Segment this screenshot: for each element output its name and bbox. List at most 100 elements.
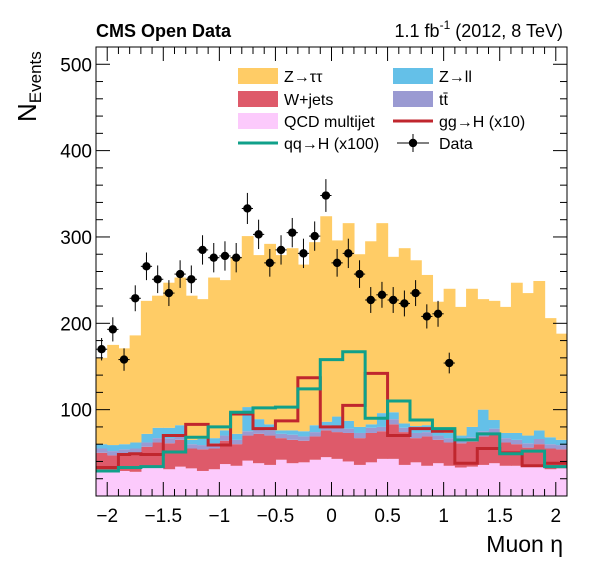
bar-qcd-33: [466, 466, 478, 496]
data-point-7: [174, 260, 186, 288]
bar-ztt-22: [342, 223, 355, 421]
bar-zll-14: [253, 419, 265, 430]
bar-ttbar-6: [163, 438, 176, 444]
bar-ztt-2: [118, 348, 131, 445]
bar-ttbar-37: [510, 439, 523, 445]
bar-qcd-35: [488, 463, 501, 496]
bar-ttbar-23: [353, 432, 366, 439]
bar-qcd-2: [118, 470, 131, 496]
y-axis-title-sub: Events: [26, 51, 45, 103]
lumi-prefix: 1.1 fb: [395, 21, 440, 41]
data-point-19: [309, 221, 321, 251]
bar-zll-8: [185, 439, 198, 445]
x-tick-label: −1.5: [145, 506, 183, 527]
bar-wjets-39: [533, 444, 546, 467]
bar-ztt-36: [499, 306, 512, 433]
y-tick-label: 500: [60, 55, 92, 76]
bar-qcd-12: [230, 465, 243, 496]
bar-ztt-6: [163, 282, 176, 428]
bar-ztt-14: [253, 255, 265, 420]
data-point-12: [230, 243, 242, 273]
bar-ttbar-17: [286, 434, 299, 440]
bar-ztt-34: [477, 299, 490, 410]
data-point-5: [152, 265, 164, 294]
bar-ztt-0: [96, 357, 108, 445]
legend-swatch-wjets: [238, 91, 278, 107]
x-tick-label: 1.5: [487, 506, 513, 527]
bar-wjets-14: [253, 433, 265, 464]
bar-qcd-28: [410, 462, 422, 496]
bar-wjets-15: [264, 435, 277, 465]
bar-zll-9: [196, 439, 209, 446]
legend-swatch-ttbar: [393, 91, 433, 107]
x-tick-label: −0.5: [257, 506, 295, 527]
data-points: [96, 179, 455, 374]
bar-ttbar-36: [499, 438, 512, 443]
bar-zll-6: [163, 427, 176, 439]
bar-ttbar-15: [264, 430, 277, 436]
x-tick-label: −2: [96, 506, 118, 527]
bar-ztt-5: [152, 295, 164, 428]
bar-zll-0: [96, 444, 108, 449]
bar-ttbar-41: [555, 445, 567, 450]
bar-qcd-16: [275, 459, 288, 496]
bar-ttbar-35: [488, 428, 501, 433]
legend-swatch-data: [408, 138, 418, 148]
data-point-10: [208, 243, 220, 273]
legend-entry-zll: Z→ll: [393, 68, 472, 86]
data-point-9: [196, 235, 209, 265]
line-qqh: [96, 350, 567, 473]
bar-wjets-21: [331, 432, 344, 459]
bar-wjets-19: [309, 436, 321, 460]
bar-zll-20: [320, 421, 333, 426]
bar-qcd-6: [163, 469, 176, 496]
bar-wjets-26: [387, 424, 400, 459]
bar-ztt-26: [387, 256, 400, 413]
bar-zll-11: [219, 430, 232, 436]
data-point-6: [163, 280, 175, 307]
data-point-18: [297, 238, 310, 269]
bar-ttbar-7: [174, 435, 187, 440]
bar-zll-38: [522, 435, 534, 444]
bar-qcd-4: [140, 467, 153, 496]
lumi-label: 1.1 fb-1 (2012, 8 TeV): [395, 18, 563, 41]
legend-entry-ggh: gg→H (x10): [393, 114, 525, 131]
bar-wjets-4: [140, 446, 153, 468]
bar-ztt-25: [376, 223, 389, 414]
legend-label-ztt: Z→ττ: [284, 69, 323, 86]
bar-ztt-40: [544, 318, 557, 438]
bar-wjets-30: [432, 439, 445, 464]
bar-wjets-22: [342, 432, 355, 462]
bar-ttbar-16: [275, 433, 288, 439]
data-point-22: [342, 238, 354, 269]
data-point-3: [129, 285, 141, 312]
bar-ttbar-18: [297, 436, 310, 441]
bar-zll-26: [387, 412, 400, 420]
bar-wjets-6: [163, 443, 176, 470]
legend-entry-data: Data: [397, 134, 473, 153]
bar-ztt-29: [421, 274, 434, 426]
bar-qcd-5: [152, 467, 164, 496]
bar-ztt-8: [185, 295, 198, 440]
data-point-15: [264, 249, 276, 277]
data-point-1: [107, 317, 119, 342]
bar-wjets-10: [208, 448, 220, 470]
plot-area: [96, 179, 567, 496]
bar-wjets-11: [219, 440, 232, 465]
x-tick-label: 0: [326, 506, 337, 527]
bar-wjets-16: [275, 438, 288, 460]
legend-label-qqh: qq→H (x100): [284, 136, 379, 153]
legend-swatch-ztt: [238, 68, 278, 84]
legend-entry-wjets: W+jets: [238, 91, 333, 109]
bar-zll-27: [398, 423, 411, 428]
bar-zll-25: [376, 413, 389, 427]
bar-ztt-11: [219, 280, 232, 431]
bar-qcd-29: [421, 465, 434, 496]
bar-zll-7: [174, 425, 187, 436]
bar-ztt-9: [196, 299, 209, 440]
lumi-suffix: (2012, 8 TeV): [450, 21, 563, 41]
bar-zll-23: [353, 426, 366, 433]
data-point-20: [320, 179, 332, 212]
bar-zll-24: [365, 424, 377, 428]
